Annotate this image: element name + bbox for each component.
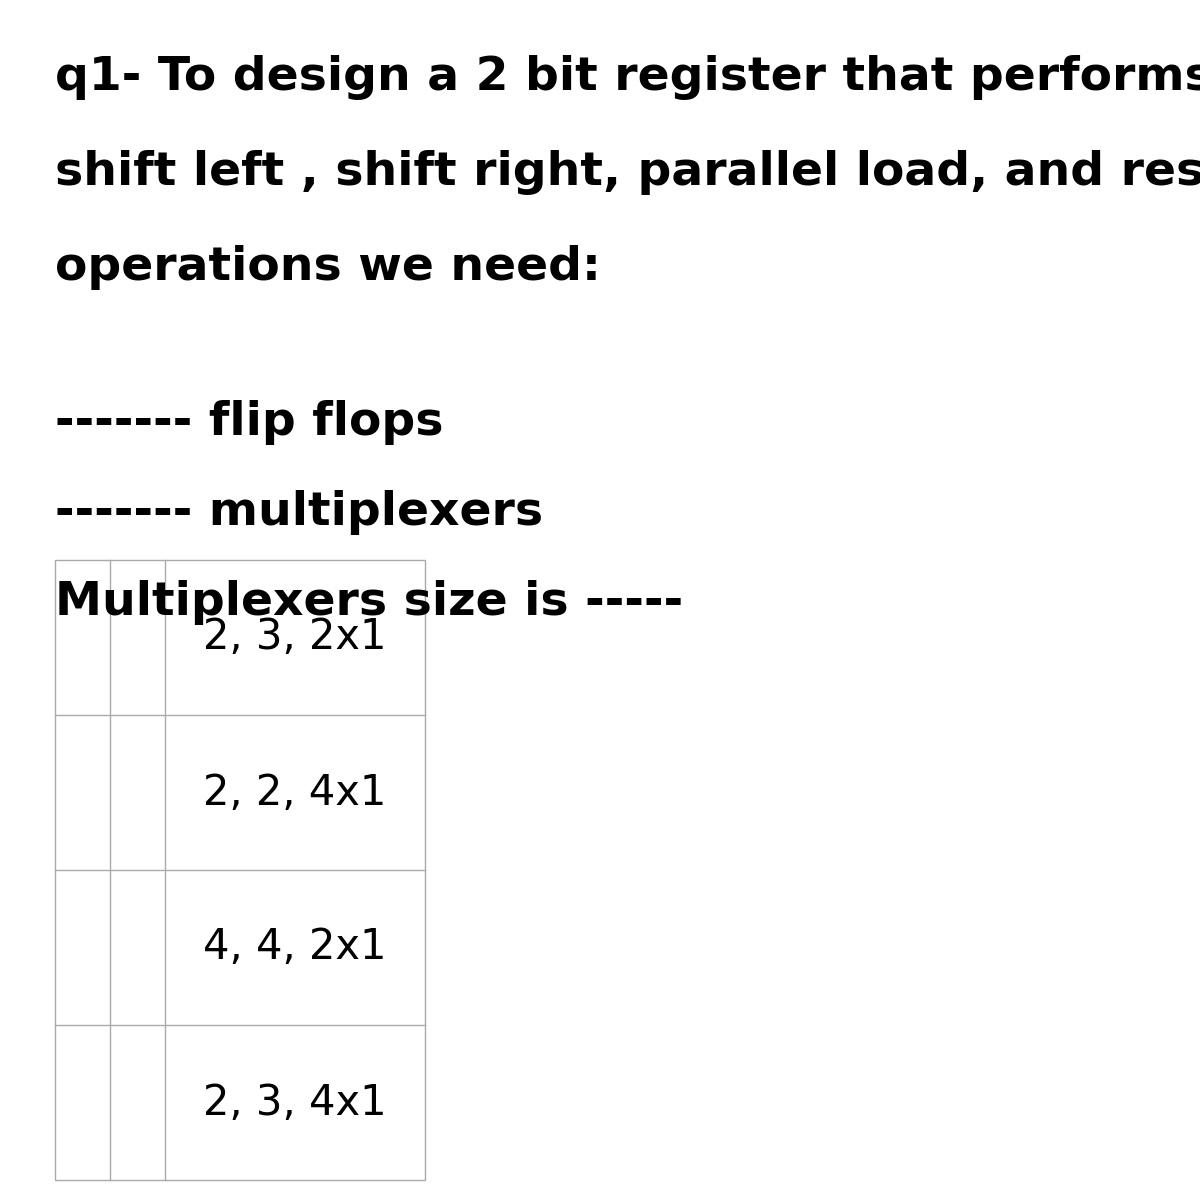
- Text: operations we need:: operations we need:: [55, 245, 601, 290]
- Text: 2, 3, 4x1: 2, 3, 4x1: [203, 1082, 386, 1124]
- Text: 2, 2, 4x1: 2, 2, 4x1: [203, 772, 386, 814]
- Text: 4, 4, 2x1: 4, 4, 2x1: [203, 927, 386, 969]
- Text: Multiplexers size is -----: Multiplexers size is -----: [55, 580, 683, 625]
- Text: 2, 3, 2x1: 2, 3, 2x1: [203, 617, 386, 659]
- Bar: [55, 560, 425, 1180]
- Text: shift left , shift right, parallel load, and rest: shift left , shift right, parallel load,…: [55, 150, 1200, 194]
- Text: ------- multiplexers: ------- multiplexers: [55, 490, 544, 534]
- Text: ------- flip flops: ------- flip flops: [55, 400, 444, 445]
- Text: q1- To design a 2 bit register that performs: q1- To design a 2 bit register that perf…: [55, 55, 1200, 100]
